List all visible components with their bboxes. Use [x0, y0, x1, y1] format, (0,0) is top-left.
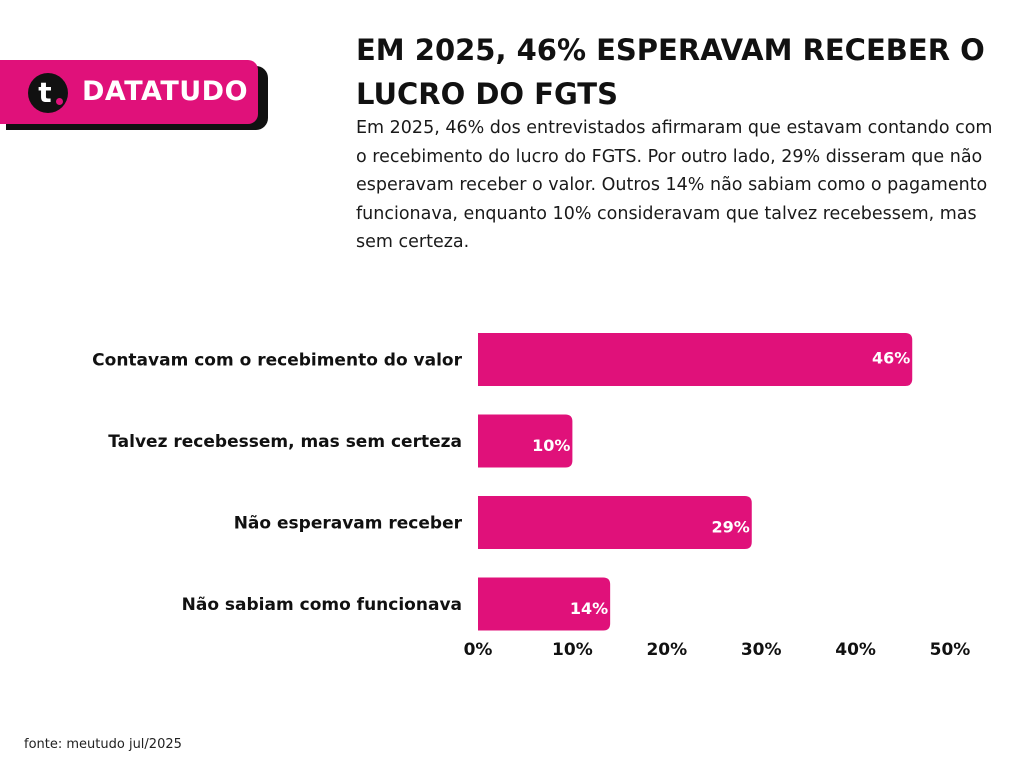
page-description: Em 2025, 46% dos entrevistados afirmaram… [356, 118, 993, 252]
bar-3 [478, 577, 611, 631]
brand-name: DATATUDO [82, 76, 249, 107]
bar-1 [478, 414, 573, 468]
brand-logo-dot [56, 98, 63, 105]
category-label-2: Não esperavam receber [234, 514, 463, 534]
x-tick-label-4: 40% [835, 640, 876, 660]
value-label-0: 46% [872, 349, 910, 368]
category-label-1: Talvez recebessem, mas sem certeza [108, 432, 462, 452]
brand-badge: t DATATUDO [0, 60, 268, 130]
value-label-1: 10% [532, 436, 570, 455]
x-tick-label-5: 50% [930, 640, 971, 660]
brand-badge-face: t DATATUDO [0, 60, 258, 124]
x-tick-label-3: 30% [741, 640, 782, 660]
x-tick-label-2: 20% [646, 640, 687, 660]
x-tick-label-1: 10% [552, 640, 593, 660]
value-label-3: 14% [570, 599, 608, 618]
brand-logo-letter: t [38, 76, 52, 109]
x-tick-label-0: 0% [464, 640, 493, 660]
source-note: fonte: meutudo jul/2025 [24, 737, 182, 752]
page-title: EM 2025, 46% ESPERAVAM RECEBER O LUCRO D… [356, 33, 985, 111]
category-label-3: Não sabiam como funcionava [182, 595, 462, 615]
value-label-2: 29% [711, 518, 749, 537]
bar-0 [478, 333, 913, 386]
datatudo-logo-icon: t [28, 73, 68, 113]
category-label-0: Contavam com o recebimento do valor [92, 351, 462, 371]
bar-2 [478, 496, 752, 549]
